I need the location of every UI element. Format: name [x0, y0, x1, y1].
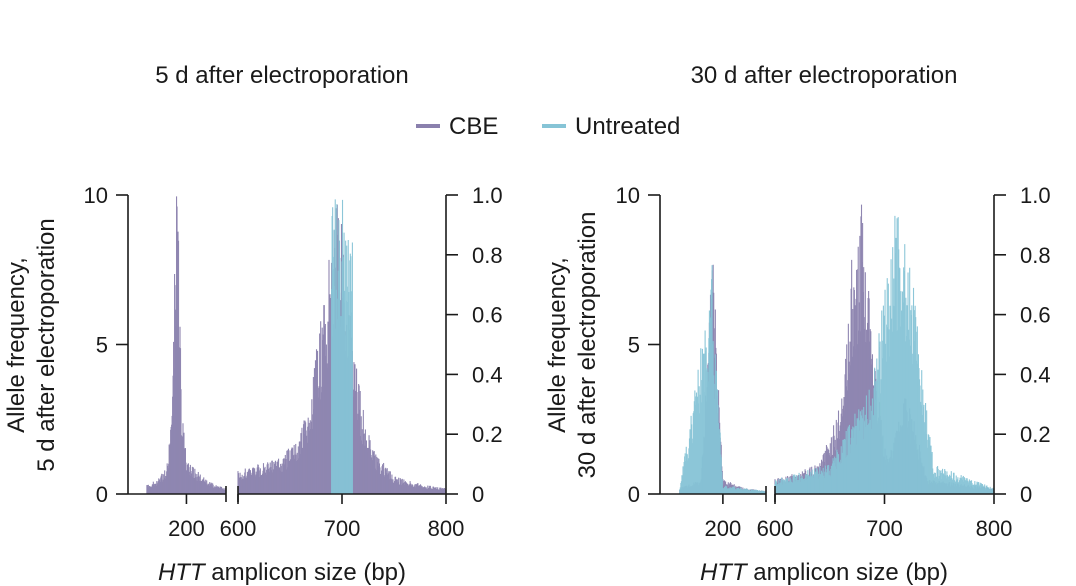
x-tick-label: 700 — [866, 516, 903, 541]
y-tick-label-right: 0.8 — [472, 243, 503, 268]
y-tick-label-right: 0 — [1020, 482, 1032, 507]
y-axis-label-line2: 30 d after electroporation — [574, 212, 601, 479]
bars — [146, 196, 447, 494]
y-tick-label-left: 5 — [628, 333, 640, 358]
y-tick-label-right: 0.2 — [472, 422, 503, 447]
x-axis-label: HTT amplicon size (bp) — [700, 559, 948, 586]
y-tick-label-left: 10 — [616, 183, 640, 208]
y-tick-label-left: 0 — [96, 482, 108, 507]
y-tick-label-left: 5 — [96, 333, 108, 358]
x-axis-label-italic: HTT — [700, 559, 749, 586]
y-axis-label-line1: Allele frequency, — [544, 257, 571, 433]
x-axis-label: HTT amplicon size (bp) — [158, 559, 406, 586]
legend-label-cbe: CBE — [449, 113, 498, 140]
y-tick-label-right: 0.6 — [472, 303, 503, 328]
x-axis-label-italic: HTT — [158, 559, 207, 586]
legend: CBE Untreated — [416, 113, 680, 140]
y-tick-label-right: 1.0 — [1020, 183, 1051, 208]
panel-title: 30 d after electroporation — [691, 62, 958, 89]
x-tick-label: 800 — [976, 516, 1013, 541]
y-tick-label-right: 0.4 — [1020, 362, 1051, 387]
x-axis-label-rest: amplicon size (bp) — [205, 559, 406, 586]
y-tick-label-left: 10 — [84, 183, 108, 208]
x-axis-label-rest: amplicon size (bp) — [747, 559, 948, 586]
y-axis-label-line1: Allele frequency, — [3, 257, 30, 433]
x-tick-label: 800 — [428, 516, 465, 541]
y-tick-label-right: 0 — [472, 482, 484, 507]
bars — [679, 204, 995, 494]
y-tick-label-right: 0.4 — [472, 362, 503, 387]
x-tick-label: 600 — [757, 516, 794, 541]
axes: 0 5 10 0 0.2 0.4 0.6 0.8 1.0 200 600 700 800 — [616, 183, 1051, 541]
y-tick-label-right: 1.0 — [472, 183, 503, 208]
y-axis-label-line2: 5 d after electroporation — [33, 218, 60, 472]
legend-label-untreated: Untreated — [575, 113, 680, 140]
y-tick-label-right: 0.8 — [1020, 243, 1051, 268]
panel-5d: 5 d after electroporation Allele frequen… — [3, 62, 503, 586]
axes: 0 5 10 0 0.2 0.4 0.6 0.8 1.0 200 600 700 800 — [84, 183, 503, 541]
x-tick-label: 600 — [220, 516, 257, 541]
series-untreated — [331, 199, 353, 494]
panel-30d: 30 d after electroporation Allele freque… — [544, 62, 1051, 586]
x-tick-label: 200 — [705, 516, 742, 541]
series-cbe — [146, 196, 447, 494]
series-untreated — [679, 215, 995, 494]
y-tick-label-right: 0.6 — [1020, 303, 1051, 328]
y-tick-label-left: 0 — [628, 482, 640, 507]
x-tick-label: 200 — [168, 516, 205, 541]
x-tick-label: 700 — [324, 516, 361, 541]
y-tick-label-right: 0.2 — [1020, 422, 1051, 447]
panel-title: 5 d after electroporation — [155, 62, 409, 89]
